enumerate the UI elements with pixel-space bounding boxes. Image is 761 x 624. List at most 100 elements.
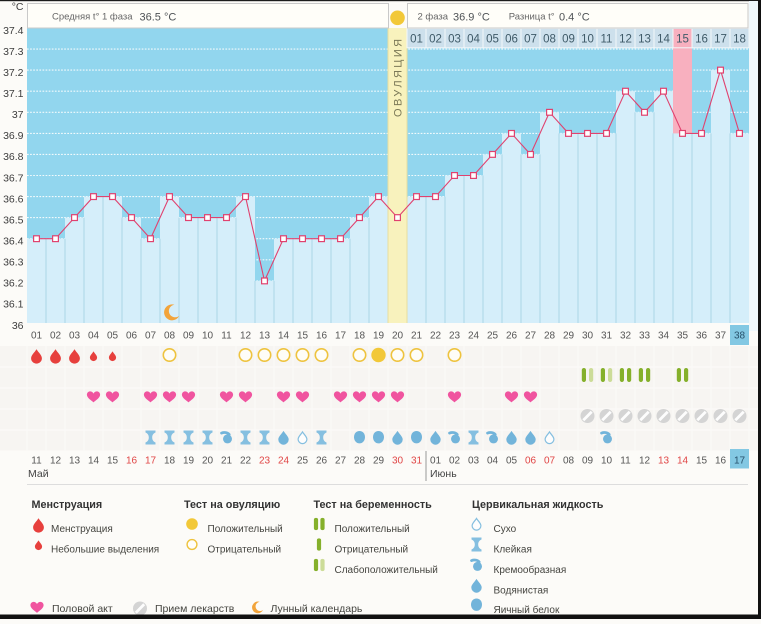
svg-text:Июнь: Июнь — [430, 468, 457, 480]
svg-text:Положительный: Положительный — [208, 524, 283, 535]
svg-text:13: 13 — [69, 455, 81, 466]
svg-text:03: 03 — [468, 455, 480, 466]
svg-text:08: 08 — [543, 34, 556, 46]
svg-text:16: 16 — [126, 455, 138, 466]
svg-text:38: 38 — [734, 330, 746, 341]
svg-text:36: 36 — [696, 330, 708, 341]
svg-text:06: 06 — [525, 455, 537, 466]
svg-text:Прием лекарств: Прием лекарств — [155, 603, 235, 615]
svg-text:14: 14 — [88, 455, 100, 466]
svg-text:Небольшие выделения: Небольшие выделения — [51, 544, 159, 556]
svg-text:16: 16 — [316, 330, 328, 341]
svg-text:20: 20 — [202, 455, 214, 466]
svg-text:04: 04 — [467, 34, 480, 46]
svg-text:32: 32 — [620, 330, 632, 341]
svg-text:36.4: 36.4 — [3, 236, 24, 248]
svg-text:Отрицательный: Отрицательный — [335, 545, 409, 556]
svg-text:23: 23 — [259, 455, 271, 466]
svg-text:05: 05 — [486, 34, 499, 46]
svg-text:36.8: 36.8 — [3, 151, 24, 163]
svg-text:37.3: 37.3 — [3, 46, 24, 58]
svg-text:22: 22 — [430, 330, 442, 341]
svg-text:26: 26 — [506, 330, 518, 341]
svg-text:01: 01 — [410, 34, 423, 46]
svg-text:25: 25 — [487, 330, 499, 341]
svg-text:18: 18 — [733, 34, 746, 46]
svg-text:15: 15 — [696, 455, 708, 466]
svg-text:22: 22 — [240, 455, 252, 466]
svg-text:13: 13 — [259, 330, 271, 341]
svg-text:04: 04 — [487, 455, 499, 466]
svg-text:2 фаза: 2 фаза — [418, 12, 449, 23]
svg-text:36.5 °C: 36.5 °C — [140, 11, 177, 23]
svg-text:17: 17 — [714, 34, 727, 46]
svg-text:36.6: 36.6 — [3, 193, 24, 205]
svg-text:36.7: 36.7 — [3, 172, 24, 184]
svg-text:09: 09 — [183, 330, 195, 341]
svg-text:36.5: 36.5 — [3, 214, 24, 226]
svg-text:18: 18 — [354, 330, 366, 341]
svg-text:36: 36 — [12, 320, 24, 332]
svg-text:01: 01 — [430, 455, 442, 466]
svg-text:12: 12 — [240, 330, 252, 341]
svg-text:13: 13 — [658, 455, 670, 466]
svg-text:37.2: 37.2 — [3, 67, 24, 79]
svg-text:24: 24 — [468, 330, 480, 341]
svg-text:03: 03 — [448, 34, 461, 46]
svg-text:07: 07 — [145, 330, 157, 341]
svg-text:12: 12 — [619, 34, 632, 46]
svg-text:Средняя t° 1 фаза: Средняя t° 1 фаза — [52, 12, 133, 23]
svg-text:02: 02 — [449, 455, 461, 466]
svg-text:27: 27 — [335, 455, 347, 466]
svg-text:28: 28 — [354, 455, 366, 466]
svg-text:05: 05 — [107, 330, 119, 341]
svg-text:29: 29 — [563, 330, 575, 341]
svg-text:Менструация: Менструация — [32, 499, 103, 511]
svg-text:14: 14 — [657, 34, 670, 46]
svg-text:07: 07 — [544, 455, 556, 466]
svg-text:09: 09 — [562, 34, 575, 46]
svg-text:16: 16 — [695, 34, 708, 46]
svg-text:08: 08 — [563, 455, 575, 466]
svg-text:Клейкая: Клейкая — [494, 545, 532, 556]
svg-text:19: 19 — [183, 455, 195, 466]
svg-text:25: 25 — [297, 455, 309, 466]
svg-text:Кремообразная: Кремообразная — [494, 564, 567, 576]
svg-text:28: 28 — [544, 330, 556, 341]
svg-text:37: 37 — [12, 109, 24, 121]
svg-text:Водянистая: Водянистая — [494, 586, 549, 597]
svg-text:Разница t°: Разница t° — [509, 12, 555, 23]
svg-text:23: 23 — [449, 330, 461, 341]
svg-text:26: 26 — [316, 455, 328, 466]
svg-text:15: 15 — [107, 455, 119, 466]
svg-text:01: 01 — [31, 330, 43, 341]
svg-text:14: 14 — [278, 330, 290, 341]
svg-text:17: 17 — [734, 455, 746, 466]
svg-text:ОВУЛЯЦИЯ: ОВУЛЯЦИЯ — [393, 36, 405, 117]
svg-text:12: 12 — [639, 455, 651, 466]
svg-text:29: 29 — [373, 455, 385, 466]
svg-text:20: 20 — [392, 330, 404, 341]
svg-text:12: 12 — [50, 455, 62, 466]
svg-text:02: 02 — [50, 330, 62, 341]
svg-text:17: 17 — [145, 455, 157, 466]
svg-text:34: 34 — [658, 330, 670, 341]
svg-text:37.4: 37.4 — [3, 25, 24, 37]
svg-text:05: 05 — [506, 455, 518, 466]
svg-text:Тест на беременность: Тест на беременность — [314, 499, 433, 511]
svg-text:10: 10 — [581, 34, 594, 46]
svg-text:03: 03 — [69, 330, 81, 341]
svg-text:Май: Май — [28, 468, 49, 480]
svg-text:Сухо: Сухо — [494, 524, 517, 535]
svg-text:07: 07 — [524, 34, 537, 46]
svg-text:36.9 °C: 36.9 °C — [453, 11, 490, 23]
svg-text:14: 14 — [677, 455, 689, 466]
svg-text:11: 11 — [221, 330, 232, 341]
svg-text:Половой акт: Половой акт — [52, 603, 113, 615]
svg-text:15: 15 — [676, 34, 689, 46]
svg-text:27: 27 — [525, 330, 537, 341]
svg-text:Отрицательный: Отрицательный — [208, 545, 282, 556]
svg-text:36.3: 36.3 — [3, 257, 24, 269]
svg-text:Слабоположительный: Слабоположительный — [335, 564, 438, 576]
svg-text:02: 02 — [429, 34, 442, 46]
